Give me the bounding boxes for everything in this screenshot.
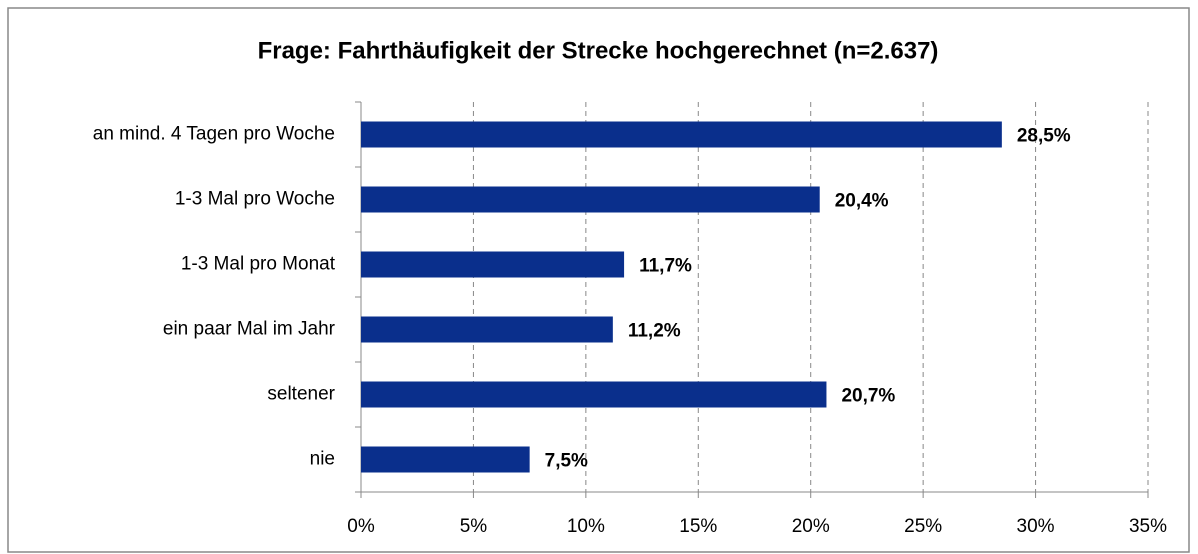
- x-tick-label: 25%: [904, 516, 942, 537]
- x-tick-label: 10%: [567, 516, 605, 537]
- x-tick-label: 0%: [347, 516, 375, 537]
- bar: [361, 251, 625, 278]
- y-tick-label: an mind. 4 Tagen pro Woche: [93, 124, 335, 145]
- data-label: 20,7%: [841, 386, 895, 407]
- y-tick-label: 1-3 Mal pro Monat: [181, 254, 336, 275]
- bar: [361, 316, 613, 343]
- y-tick-label: seltener: [267, 384, 335, 405]
- data-label: 28,5%: [1017, 126, 1071, 147]
- data-label: 11,7%: [639, 256, 692, 277]
- bar: [361, 446, 530, 473]
- chart-title: Frage: Fahrthäufigkeit der Strecke hochg…: [258, 37, 939, 64]
- data-label: 11,2%: [628, 321, 681, 342]
- x-tick-label: 20%: [792, 516, 830, 537]
- bar: [361, 381, 827, 408]
- y-tick-label: ein paar Mal im Jahr: [163, 319, 336, 340]
- x-tick-label: 15%: [679, 516, 717, 537]
- x-tick-label: 5%: [460, 516, 488, 537]
- bar: [361, 186, 820, 213]
- bar: [361, 121, 1002, 148]
- y-tick-label: nie: [310, 449, 335, 470]
- data-label: 20,4%: [835, 191, 889, 212]
- data-label: 7,5%: [545, 451, 588, 472]
- chart-border: [7, 7, 1190, 553]
- x-tick-label: 35%: [1129, 516, 1167, 537]
- x-tick-label: 30%: [1017, 516, 1055, 537]
- y-tick-label: 1-3 Mal pro Woche: [175, 189, 335, 210]
